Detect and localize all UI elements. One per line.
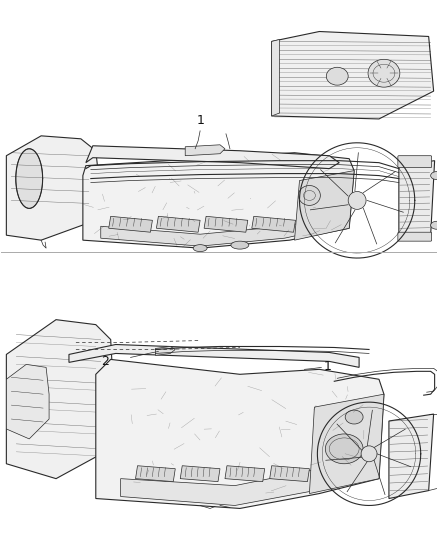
Text: 1: 1 — [196, 115, 204, 127]
Polygon shape — [272, 31, 434, 119]
FancyBboxPatch shape — [398, 232, 431, 241]
Text: 1: 1 — [323, 360, 331, 373]
Polygon shape — [389, 414, 434, 498]
Polygon shape — [294, 171, 354, 240]
Polygon shape — [180, 466, 220, 482]
Polygon shape — [270, 466, 309, 482]
Ellipse shape — [326, 67, 348, 85]
Polygon shape — [96, 359, 384, 508]
Polygon shape — [135, 466, 175, 482]
Polygon shape — [120, 459, 369, 505]
Polygon shape — [7, 320, 116, 479]
Ellipse shape — [368, 59, 400, 87]
FancyBboxPatch shape — [398, 156, 431, 168]
Polygon shape — [7, 365, 49, 439]
Polygon shape — [109, 216, 152, 232]
Polygon shape — [252, 216, 296, 232]
Polygon shape — [272, 39, 279, 116]
Polygon shape — [69, 344, 359, 367]
Polygon shape — [83, 153, 354, 248]
Polygon shape — [86, 146, 339, 168]
Ellipse shape — [431, 221, 438, 229]
Polygon shape — [225, 466, 265, 482]
Polygon shape — [204, 216, 248, 232]
Ellipse shape — [298, 185, 320, 205]
Polygon shape — [101, 215, 339, 246]
Ellipse shape — [431, 172, 438, 180]
Text: 2: 2 — [101, 355, 109, 368]
Ellipse shape — [231, 241, 249, 249]
Ellipse shape — [345, 410, 363, 424]
Polygon shape — [156, 216, 200, 232]
Ellipse shape — [361, 446, 377, 462]
Polygon shape — [155, 346, 175, 356]
Polygon shape — [7, 136, 101, 240]
Ellipse shape — [325, 434, 363, 464]
Polygon shape — [185, 145, 225, 156]
Polygon shape — [399, 160, 434, 240]
Ellipse shape — [16, 149, 42, 208]
Polygon shape — [309, 394, 384, 494]
Ellipse shape — [193, 245, 207, 252]
Ellipse shape — [348, 191, 366, 209]
